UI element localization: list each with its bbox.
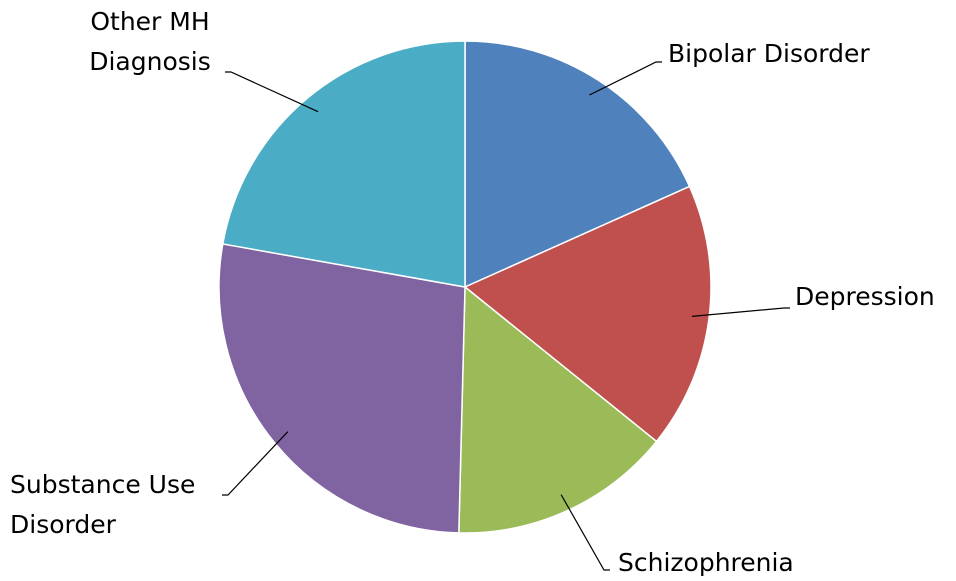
- pie-slice: [464, 40, 691, 289]
- leader-line: [560, 494, 610, 571]
- slice-label: Depression: [795, 282, 935, 311]
- pie-slice: [463, 185, 712, 443]
- leader-line: [589, 61, 662, 96]
- slice-label: Substance Use Disorder: [10, 470, 196, 539]
- leader-line: [225, 71, 319, 113]
- leader-line: [691, 307, 790, 317]
- slice-label: Schizophrenia: [618, 548, 794, 577]
- slice-label: Bipolar Disorder: [668, 39, 870, 68]
- leader-line: [222, 431, 289, 496]
- slice-label: Other MH Diagnosis: [89, 7, 211, 76]
- pie-slice: [221, 40, 466, 288]
- pie-slice: [218, 243, 466, 534]
- pie-slice: [458, 285, 658, 534]
